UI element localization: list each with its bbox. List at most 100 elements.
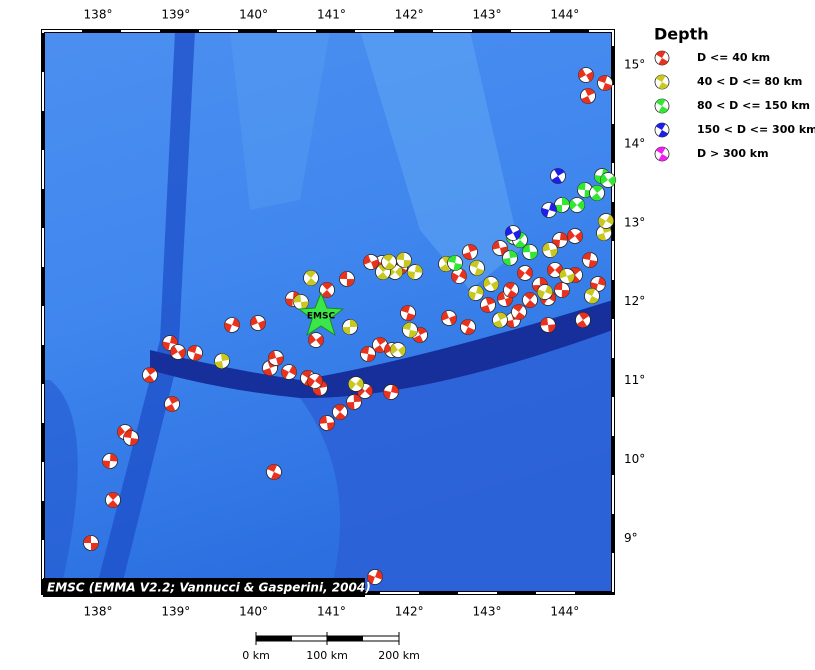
beachball-quadrant — [187, 345, 203, 361]
lon-label: 142° — [395, 8, 424, 22]
beachball-quadrant — [123, 430, 139, 446]
beachball-quadrant — [493, 312, 507, 328]
lon-label: 143° — [473, 8, 502, 22]
beachball — [460, 319, 476, 335]
beachball-quadrant — [581, 88, 595, 104]
beachball — [383, 384, 399, 400]
beachball — [554, 197, 570, 213]
beachball-quadrant — [480, 297, 496, 313]
beachball-quadrant — [597, 75, 613, 91]
beachball-quadrant — [363, 254, 379, 270]
lon-label: 142° — [395, 605, 424, 619]
beachball-quadrant — [162, 335, 178, 351]
beachball — [541, 202, 557, 218]
beachball — [363, 254, 379, 270]
beachball-quadrant — [591, 185, 603, 201]
beachball-quadrant — [402, 322, 418, 338]
beachball — [396, 252, 412, 268]
beachball-quadrant — [441, 311, 457, 325]
lat-label: 13° — [624, 215, 645, 229]
beachball — [214, 353, 230, 369]
beachball-quadrant — [567, 230, 583, 242]
scale-label: 0 km — [242, 649, 270, 662]
beachball-quadrant — [383, 384, 399, 400]
beachball-quadrant — [468, 285, 484, 301]
legend-label: D <= 40 km — [697, 51, 770, 64]
lon-label: 138° — [84, 605, 113, 619]
beachball — [447, 255, 463, 271]
beachball — [582, 252, 598, 268]
beachball-quadrant — [447, 255, 463, 271]
beachball-quadrant — [522, 244, 538, 260]
beachball-quadrant — [224, 317, 240, 333]
beachball — [505, 225, 521, 241]
beachball-quadrant — [267, 464, 281, 480]
scale-bar: 0 km 100 km 200 km — [242, 632, 420, 662]
beachball-quadrant — [596, 225, 612, 241]
beachball-quadrant — [655, 123, 669, 137]
beachball — [142, 367, 158, 383]
beachball-quadrant — [590, 276, 606, 292]
beachball — [451, 268, 467, 284]
beachball-quadrant — [554, 282, 570, 298]
beachball-quadrant — [413, 327, 427, 343]
lon-label: 143° — [473, 605, 502, 619]
beachball-quadrant — [268, 350, 284, 366]
beachball-quadrant — [461, 319, 475, 335]
beachball-quadrant — [512, 304, 526, 320]
beachball — [575, 312, 591, 328]
beachball — [578, 67, 594, 83]
beachball — [469, 260, 485, 276]
legend: D <= 40 km 40 < D <= 80 km 80 < D <= 150 k… — [654, 50, 815, 162]
beachball — [390, 342, 406, 358]
beachball — [511, 304, 527, 320]
beachball — [598, 213, 614, 229]
beachball — [319, 282, 335, 298]
beachball-quadrant — [281, 365, 297, 379]
beachball-quadrant — [569, 199, 585, 211]
beachball — [492, 240, 508, 256]
beachball-quadrant — [577, 182, 593, 198]
lat-label: 12° — [624, 294, 645, 308]
beachball-quadrant — [451, 269, 467, 283]
beachball-quadrant — [655, 75, 669, 89]
beachball-quadrant — [542, 242, 558, 258]
beachball — [170, 344, 186, 360]
credit-box — [43, 578, 365, 597]
beachball — [123, 430, 139, 446]
lon-label: 141° — [317, 605, 346, 619]
beachball — [348, 376, 364, 392]
beachball-quadrant — [517, 267, 533, 279]
beachball-quadrant — [537, 285, 553, 299]
beachball-quadrant — [524, 292, 536, 308]
beachball — [342, 319, 358, 335]
beachball — [589, 185, 605, 201]
beachball — [367, 569, 383, 585]
beachball-quadrant — [559, 268, 575, 284]
beachball-quadrant — [585, 288, 599, 304]
beachball — [381, 254, 397, 270]
lon-label: 139° — [161, 605, 190, 619]
beachball — [303, 270, 319, 286]
beachball-quadrant — [293, 294, 309, 310]
beachball — [517, 265, 533, 281]
beachball — [266, 464, 282, 480]
beachball — [281, 364, 297, 380]
beachball-quadrant — [170, 345, 186, 359]
beachball-quadrant — [483, 277, 499, 291]
beachball-quadrant — [382, 254, 396, 270]
beachball — [480, 297, 496, 313]
beachball — [483, 276, 499, 292]
beachball-quadrant — [655, 99, 669, 113]
beachball-quadrant — [505, 226, 521, 240]
beachball-quadrant — [143, 367, 157, 383]
beachball — [492, 312, 508, 328]
beachball-quadrant — [83, 535, 99, 551]
beachball — [654, 74, 670, 90]
beachball — [542, 242, 558, 258]
lat-label: 9° — [624, 531, 638, 545]
beachball — [105, 492, 121, 508]
legend-label: 80 < D <= 150 km — [697, 99, 810, 112]
beachball-quadrant — [497, 291, 513, 307]
beachball — [407, 264, 423, 280]
